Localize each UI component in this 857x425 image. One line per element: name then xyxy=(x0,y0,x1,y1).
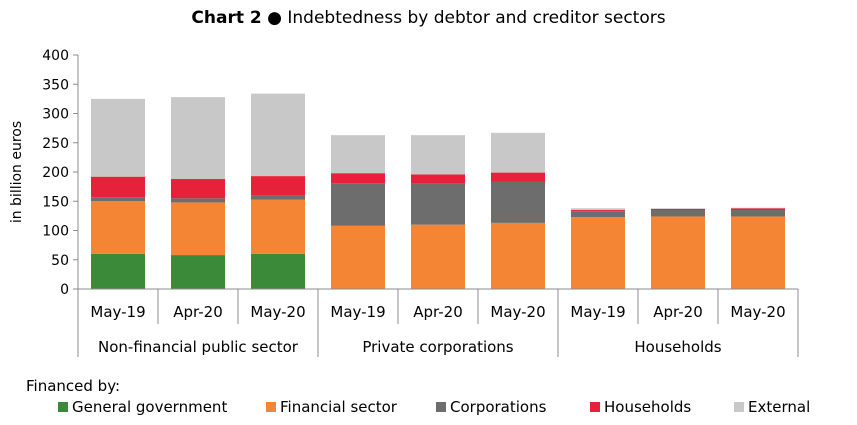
bar-segment-external xyxy=(651,208,705,209)
legend-label: Households xyxy=(604,398,692,416)
legend-item-general-government: General government xyxy=(58,398,227,416)
legend-label: Financial sector xyxy=(280,398,397,416)
bar-segment-external xyxy=(171,97,225,180)
chart-title: Chart 2 ● Indebtedness by debtor and cre… xyxy=(0,8,857,28)
legend-swatch xyxy=(266,402,276,412)
bar-segment-financial-sector xyxy=(91,201,145,254)
y-tick-label: 350 xyxy=(42,77,69,93)
legend-label: General government xyxy=(72,398,228,416)
y-tick-label: 100 xyxy=(42,224,69,240)
bar-segment-households xyxy=(731,208,785,211)
x-category-label: May-20 xyxy=(250,303,305,321)
legend-item-financial-sector: Financial sector xyxy=(266,398,397,416)
bar-segment-households xyxy=(91,176,145,198)
legend-item-external: External xyxy=(734,398,810,416)
legend-label: External xyxy=(748,398,811,416)
bar-segment-households xyxy=(491,172,545,182)
bar-segment-households xyxy=(571,210,625,212)
y-tick-label: 50 xyxy=(51,253,69,269)
y-tick-label: 300 xyxy=(42,107,69,123)
bar-segment-general-government xyxy=(171,255,225,289)
bar-segment-external xyxy=(331,135,385,174)
legend-swatch xyxy=(436,402,446,412)
bar-segment-general-government xyxy=(251,253,305,289)
x-category-label: Apr-20 xyxy=(653,303,703,321)
y-axis-label: in billion euros xyxy=(9,121,25,223)
bar-segment-financial-sector xyxy=(411,224,465,289)
y-tick-label: 150 xyxy=(42,194,69,210)
legend-label: Corporations xyxy=(450,398,547,416)
bar-segment-general-government xyxy=(91,253,145,289)
bar-segment-financial-sector xyxy=(491,222,545,289)
x-category-label: May-19 xyxy=(90,303,145,321)
bar-segment-corporations xyxy=(251,195,305,200)
x-category-label: Apr-20 xyxy=(413,303,463,321)
x-category-label: Apr-20 xyxy=(173,303,223,321)
x-group-label: Private corporations xyxy=(362,338,513,356)
bar-segment-households xyxy=(411,174,465,184)
y-tick-label: 250 xyxy=(42,136,69,152)
bar-segment-households xyxy=(331,173,385,184)
y-tick-label: 400 xyxy=(42,48,69,64)
bar-segment-corporations xyxy=(331,183,385,226)
bar-segment-corporations xyxy=(411,183,465,225)
bar-segment-financial-sector xyxy=(331,225,385,289)
x-group-label: Households xyxy=(634,338,721,356)
legend: Financed by: General government Financial… xyxy=(26,377,810,416)
bar-segment-corporations xyxy=(731,210,785,217)
x-category-label: May-19 xyxy=(330,303,385,321)
bar-segment-financial-sector xyxy=(571,217,625,289)
bar-segment-financial-sector xyxy=(731,216,785,289)
bar-segment-external xyxy=(411,135,465,175)
legend-swatch xyxy=(734,402,744,412)
x-group-label: Non-financial public sector xyxy=(98,338,299,356)
bar-segment-external xyxy=(491,132,545,173)
bar-segment-households xyxy=(171,179,225,199)
legend-item-households: Households xyxy=(590,398,691,416)
chart-number: Chart 2 xyxy=(191,8,262,28)
x-category-label: May-20 xyxy=(730,303,785,321)
bar-segment-corporations xyxy=(571,211,625,218)
legend-swatch xyxy=(590,402,600,412)
bar-segment-households xyxy=(651,208,705,211)
y-tick-label: 200 xyxy=(42,165,69,181)
legend-item-corporations: Corporations xyxy=(436,398,546,416)
bar-segment-corporations xyxy=(91,197,145,202)
bar-segment-external xyxy=(91,98,145,177)
bar-segment-corporations xyxy=(491,181,545,223)
title-text: Indebtedness by debtor and creditor sect… xyxy=(287,8,666,28)
bar-segment-external xyxy=(731,207,785,209)
bar-segment-external xyxy=(251,93,305,177)
legend-heading: Financed by: xyxy=(26,377,121,395)
bar-segment-financial-sector xyxy=(251,199,305,254)
legend-swatch xyxy=(58,402,68,412)
bar-segment-financial-sector xyxy=(171,202,225,256)
title-separator: ● xyxy=(267,8,282,28)
y-tick-label: 0 xyxy=(60,282,69,298)
bar-segment-corporations xyxy=(171,198,225,203)
bar-segment-financial-sector xyxy=(651,216,705,289)
x-category-label: May-20 xyxy=(490,303,545,321)
x-category-label: May-19 xyxy=(570,303,625,321)
bar-segment-households xyxy=(251,176,305,196)
bar-segment-corporations xyxy=(651,210,705,217)
bar-segment-external xyxy=(571,208,625,211)
